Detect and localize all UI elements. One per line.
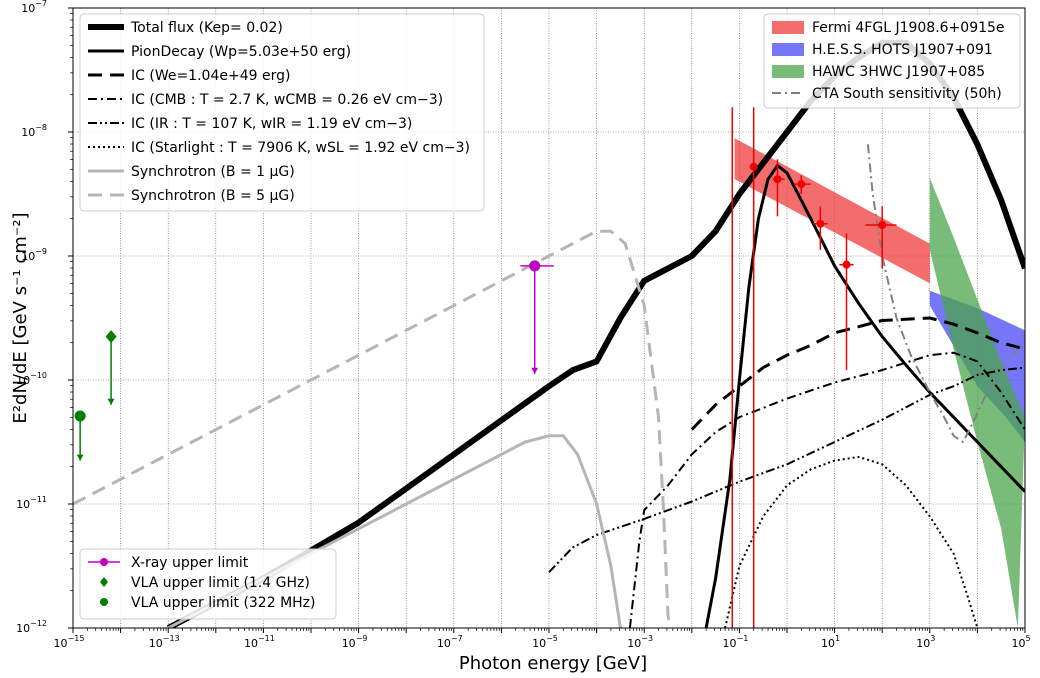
legend-models: Total flux (Kep= 0.02) PionDecay (Wp=5.03… bbox=[79, 13, 485, 212]
legend-frame bbox=[79, 13, 485, 212]
legend-label: HAWC 3HWC J1907+085 bbox=[812, 64, 985, 80]
legend-label: IC (We=1.04e+49 erg) bbox=[131, 68, 290, 84]
x-axis-label: Photon energy [GeV] bbox=[459, 653, 647, 674]
x-tick-label: 10−13 bbox=[149, 634, 180, 650]
upper-limit-marker bbox=[100, 558, 108, 566]
flux-band bbox=[929, 177, 1025, 628]
fermi-point bbox=[816, 219, 825, 228]
upper-limit-marker bbox=[105, 330, 117, 344]
legend-swatch bbox=[772, 65, 804, 78]
series-line bbox=[690, 316, 1025, 431]
y-tick-label: 10−12 bbox=[16, 619, 47, 635]
x-tick-label: 10−15 bbox=[54, 634, 85, 650]
legend-upper-limits: X-ray upper limit VLA upper limit (1.4 GH… bbox=[79, 548, 337, 620]
legend-label: PionDecay (Wp=5.03e+50 erg) bbox=[131, 44, 351, 60]
upper-limit-marker bbox=[529, 260, 541, 272]
legend-swatch bbox=[772, 21, 804, 34]
legend-swatch bbox=[772, 43, 804, 56]
legend-label: Total flux (Kep= 0.02) bbox=[130, 20, 283, 36]
upper-limit-arrowhead bbox=[531, 367, 539, 374]
fermi-point bbox=[842, 260, 851, 269]
x-tick-label: 10−7 bbox=[437, 634, 463, 650]
legend-label: Synchrotron (B = 1 μG) bbox=[131, 164, 295, 180]
series-line bbox=[628, 351, 1025, 628]
y-axis-label: E²dN/dE [GeV s⁻¹ cm⁻²] bbox=[10, 212, 31, 423]
series-line bbox=[724, 455, 979, 628]
fermi-point bbox=[878, 221, 887, 229]
legend-label: H.E.S.S. HOTS J1907+091 bbox=[812, 42, 993, 58]
y-tick-label: 10−9 bbox=[21, 247, 47, 263]
y-tick-label: 10−10 bbox=[16, 371, 47, 387]
legend-label: VLA upper limit (1.4 GHz) bbox=[131, 575, 310, 591]
x-tick-label: 10−3 bbox=[627, 634, 653, 650]
series-line bbox=[866, 144, 1025, 443]
x-tick-label: 105 bbox=[1011, 634, 1030, 650]
series-line bbox=[704, 164, 1025, 628]
legend-frame bbox=[79, 548, 337, 620]
x-tick-label: 103 bbox=[916, 634, 935, 650]
legend-label: Synchrotron (B = 5 μG) bbox=[131, 188, 295, 204]
upper-limit-arrowhead bbox=[76, 454, 84, 461]
legend-label: VLA upper limit (322 MHz) bbox=[131, 595, 316, 611]
legend-label: IC (Starlight : T = 7906 K, wSL = 1.92 e… bbox=[131, 140, 470, 156]
upper-limit-arrowhead bbox=[107, 398, 115, 405]
x-tick-label: 10−5 bbox=[532, 634, 558, 650]
x-axis-ticks: 10−15 10−13 10−11 10−9 10−7 10−5 10−3 10−1 101 10… bbox=[54, 628, 1031, 650]
legend-label: IC (CMB : T = 2.7 K, wCMB = 0.26 eV cm−3… bbox=[131, 92, 443, 108]
fermi-point bbox=[797, 180, 806, 189]
fermi-point bbox=[749, 162, 758, 171]
x-tick-label: 10−1 bbox=[723, 634, 749, 650]
y-tick-label: 10−8 bbox=[21, 123, 47, 139]
data-points bbox=[74, 107, 897, 628]
x-tick-label: 10−9 bbox=[342, 634, 368, 650]
legend-label: IC (IR : T = 107 K, wIR = 1.19 eV cm−3) bbox=[131, 116, 412, 132]
upper-limit-marker bbox=[74, 410, 86, 422]
series-line bbox=[73, 229, 672, 628]
y-tick-label: 10−7 bbox=[21, 0, 47, 15]
fermi-point bbox=[773, 175, 782, 184]
legend-frame bbox=[763, 13, 1021, 109]
legend-label: X-ray upper limit bbox=[131, 555, 249, 571]
legend-label: CTA South sensitivity (50h) bbox=[812, 86, 1002, 102]
upper-limit-marker bbox=[100, 598, 108, 606]
y-axis-ticks: 10−12 10−11 10−10 10−9 10−8 10−7 bbox=[16, 0, 73, 635]
legend-label: Fermi 4FGL J1908.6+0915e bbox=[812, 20, 1005, 36]
upper-limit-marker bbox=[100, 577, 108, 587]
x-tick-label: 10−11 bbox=[244, 634, 275, 650]
y-tick-label: 10−11 bbox=[16, 495, 47, 511]
legend-observations: Fermi 4FGL J1908.6+0915e H.E.S.S. HOTS J1… bbox=[763, 13, 1021, 109]
x-tick-label: 101 bbox=[821, 634, 840, 650]
